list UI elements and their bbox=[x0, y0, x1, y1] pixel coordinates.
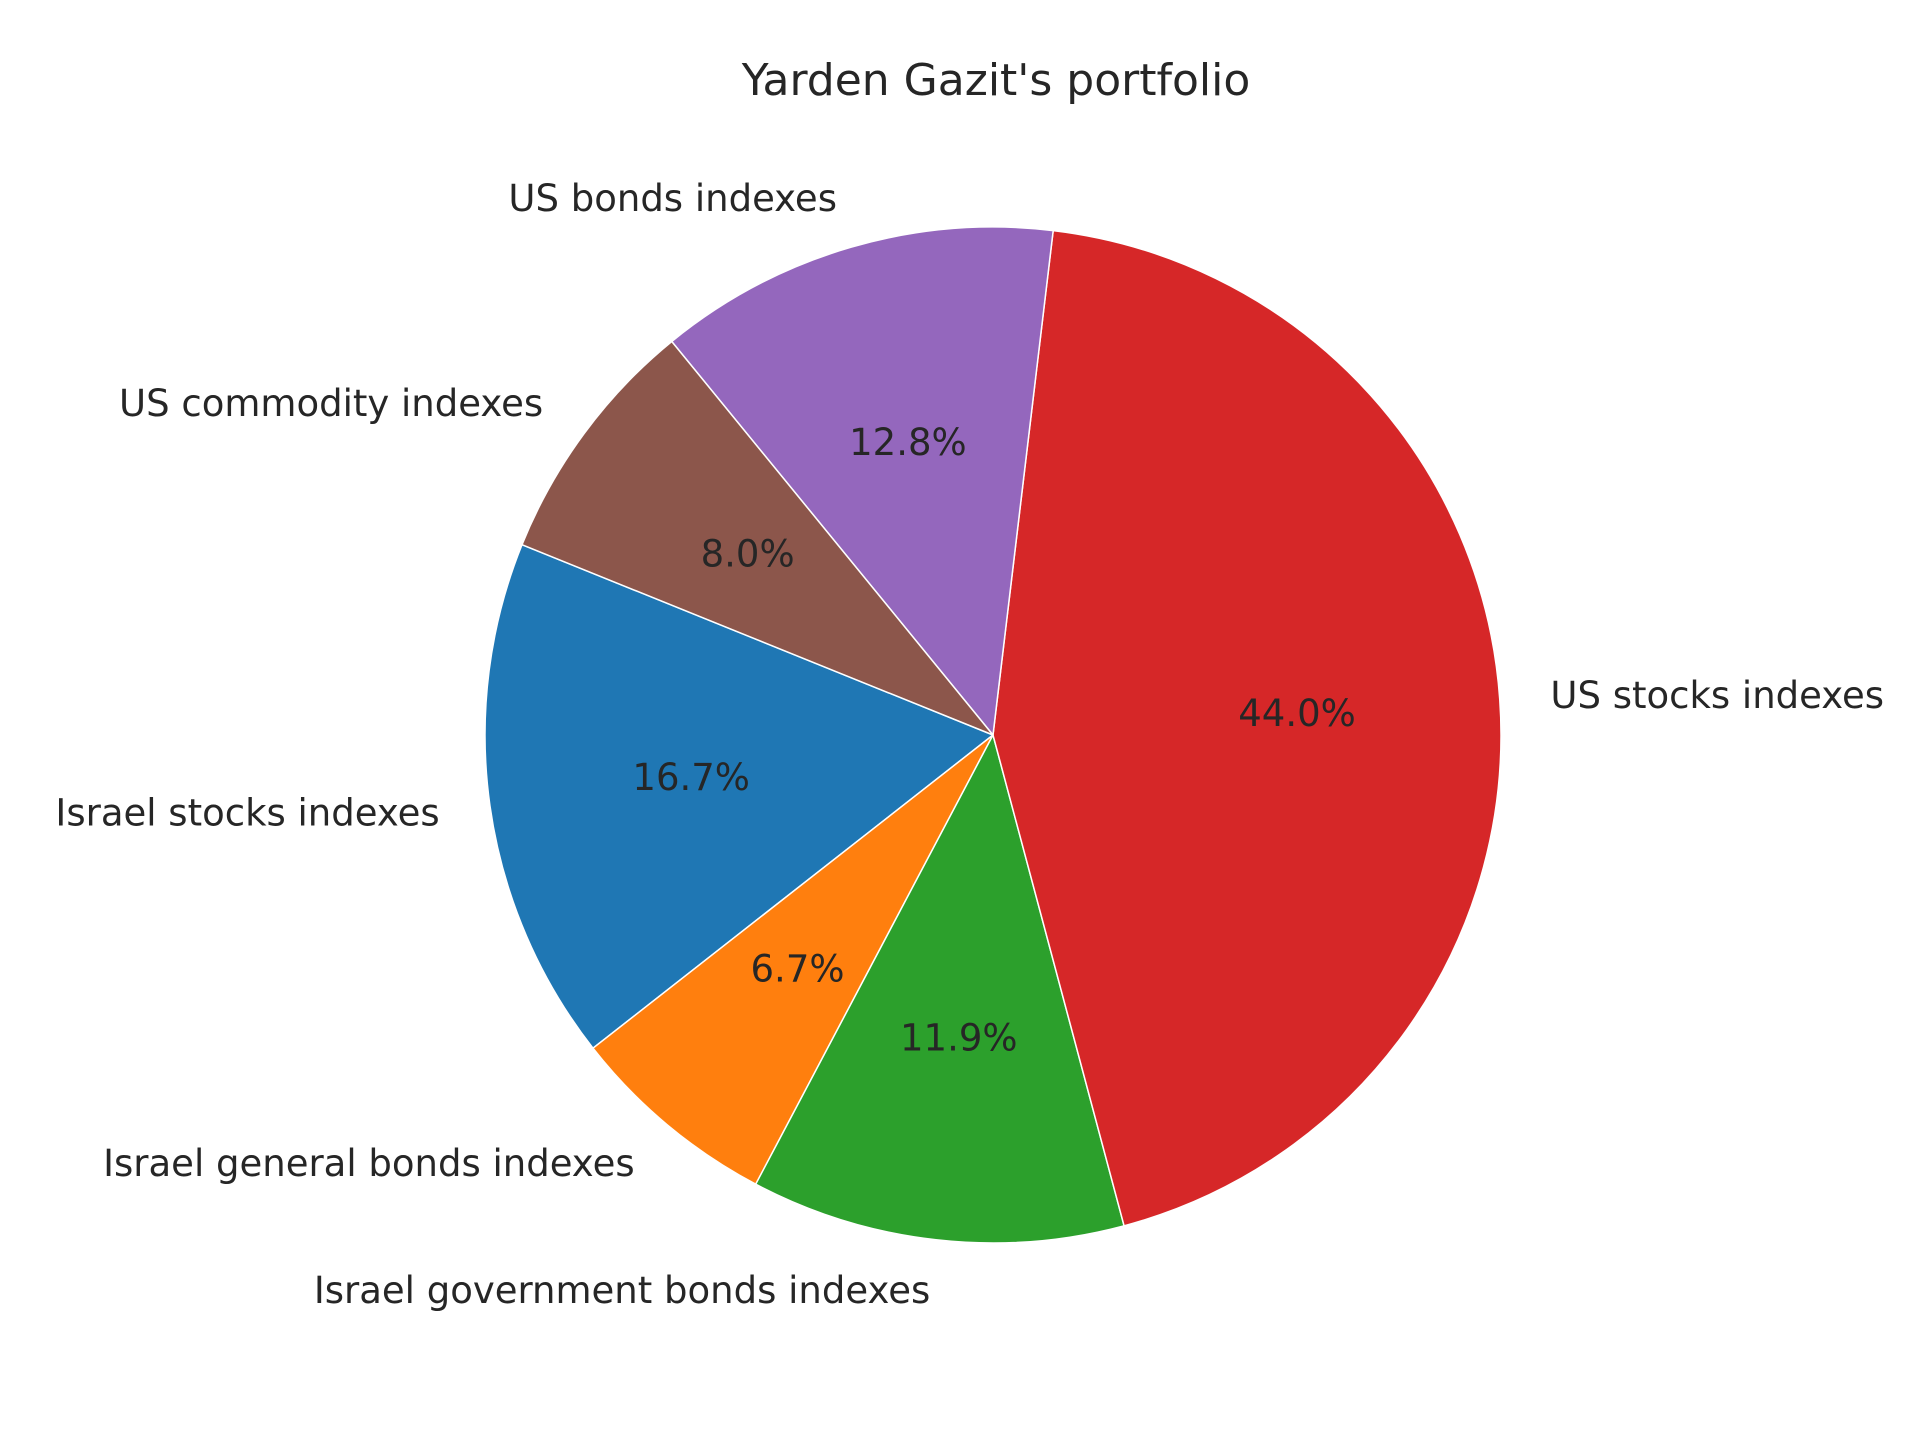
pie-slice-israel-government-bonds-indexes bbox=[754, 732, 1125, 1244]
pie-slice-us-bonds-indexes bbox=[670, 226, 1055, 737]
slice-label-israel-stocks-indexes: Israel stocks indexes bbox=[55, 792, 439, 835]
pie-slice-israel-stocks-indexes bbox=[484, 543, 995, 1050]
slice-label-us-commodity-indexes: US commodity indexes bbox=[119, 382, 543, 425]
chart-title: Yarden Gazit's portfolio bbox=[741, 55, 1251, 106]
pie-slice-us-commodity-indexes bbox=[521, 340, 994, 736]
pie-slices bbox=[484, 226, 1502, 1244]
slice-label-israel-general-bonds-indexes: Israel general bonds indexes bbox=[103, 1142, 635, 1185]
pct-label-us-bonds-indexes: 12.8% bbox=[849, 421, 967, 464]
pct-label-israel-stocks-indexes: 16.7% bbox=[632, 756, 750, 799]
pie-slice-us-stocks-indexes bbox=[992, 229, 1502, 1227]
pie-slice-israel-general-bonds-indexes bbox=[591, 734, 994, 1186]
pie-labels: Israel stocks indexes 16.7% Israel general… bbox=[55, 177, 1884, 1312]
pct-label-israel-government-bonds-indexes: 11.9% bbox=[900, 1016, 1018, 1059]
pct-label-israel-general-bonds-indexes: 6.7% bbox=[751, 947, 845, 990]
slice-label-us-bonds-indexes: US bonds indexes bbox=[508, 177, 837, 220]
pct-label-us-commodity-indexes: 8.0% bbox=[701, 533, 795, 576]
slice-label-us-stocks-indexes: US stocks indexes bbox=[1550, 674, 1884, 717]
pct-label-us-stocks-indexes: 44.0% bbox=[1238, 692, 1356, 735]
slice-label-israel-government-bonds-indexes: Israel government bonds indexes bbox=[314, 1269, 930, 1312]
